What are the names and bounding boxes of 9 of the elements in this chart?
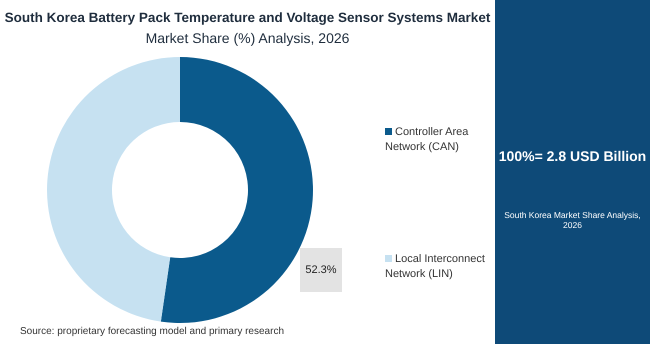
donut-slice	[47, 57, 180, 322]
chart-subtitle: Market Share (%) Analysis, 2026	[144, 30, 350, 46]
source-note: Source: proprietary forecasting model and primary research	[20, 326, 284, 337]
chart-title: South Korea Battery Pack Temperature and Voltage Sensor Systems Market	[4, 10, 492, 25]
text: South Korea Market Share Analysis, 2026	[503, 210, 642, 230]
text: 100%= 2.8 USD Billion	[498, 148, 648, 164]
legend-label: Controller Area Network (CAN)	[385, 125, 470, 155]
data-label: 52.3%	[300, 248, 342, 292]
legend-label: Local Interconnect Network (LIN)	[385, 252, 486, 282]
